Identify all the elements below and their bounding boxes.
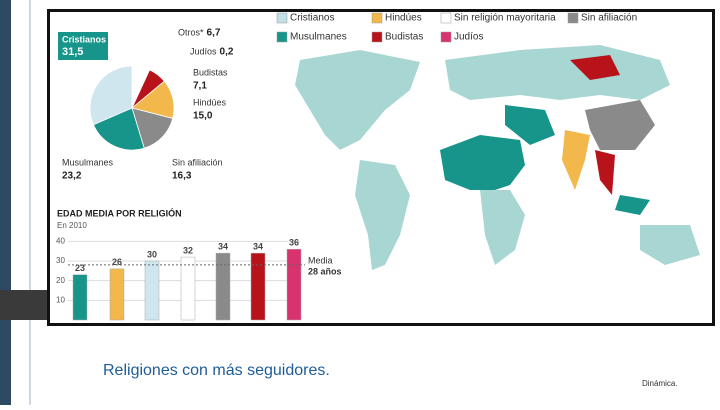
legend-swatch <box>276 31 288 43</box>
slice-value: 6,7 <box>207 28 221 39</box>
legend-label: Sin afiliación <box>581 13 637 24</box>
bar-value: 26 <box>112 257 122 267</box>
legend-label: Budistas <box>385 32 423 43</box>
pie-slice <box>89 65 133 126</box>
bar <box>180 256 196 321</box>
slice-label: Sin afiliación <box>172 157 223 167</box>
label-box <box>58 32 108 60</box>
bar-value: 36 <box>289 238 299 248</box>
bar <box>215 252 231 321</box>
legend-label: Hindúes <box>385 13 422 24</box>
deco-block <box>0 290 48 320</box>
slice-label: Judíos <box>190 46 217 56</box>
side-strip <box>0 0 11 405</box>
legend-swatch <box>276 12 288 24</box>
legend-swatch <box>440 12 452 24</box>
legend-label: Sin religión mayoritaria <box>454 13 556 24</box>
legend-label: Judíos <box>454 32 483 43</box>
y-tick-label: 10 <box>56 295 65 304</box>
bar <box>250 252 266 321</box>
slice-label: Budistas <box>193 67 228 77</box>
caption: Religiones con más seguidores. <box>103 362 330 379</box>
slice-value: 23,2 <box>62 171 82 182</box>
slice-label: Musulmanes <box>62 157 114 167</box>
pie-slice <box>92 107 145 151</box>
slice-value: 7,1 <box>193 81 207 92</box>
slice-value: 15,0 <box>193 111 213 122</box>
legend-label: Musulmanes <box>290 32 347 43</box>
mean-label: Media <box>308 255 333 265</box>
legend-label: Cristianos <box>290 13 334 24</box>
bar-value: 30 <box>147 249 157 259</box>
y-tick-label: 30 <box>56 256 65 265</box>
bar-value: 34 <box>218 242 228 252</box>
footer: Dinámica. <box>642 379 678 388</box>
bar <box>144 260 160 321</box>
bar-subtitle: En 2010 <box>57 221 87 230</box>
legend-swatch <box>440 31 452 43</box>
legend-swatch <box>371 31 383 43</box>
slice-label: Hindúes <box>193 97 227 107</box>
slice-value: 16,3 <box>172 171 192 182</box>
slice-label: Cristianos <box>62 34 106 44</box>
legend-swatch <box>371 12 383 24</box>
bar-value: 23 <box>75 263 85 273</box>
bar-value: 32 <box>183 245 193 255</box>
slice-value: 31,5 <box>62 46 83 58</box>
slice-value: 0,2 <box>220 47 234 58</box>
world-map <box>295 45 700 270</box>
y-tick-label: 20 <box>56 276 65 285</box>
slice-label: Otros* <box>178 27 204 37</box>
bar-title: EDAD MEDIA POR RELIGIÓN <box>57 207 182 218</box>
y-tick-label: 40 <box>56 236 65 245</box>
bar <box>72 274 88 321</box>
mean-label: 28 años <box>308 266 342 276</box>
bar <box>109 268 125 321</box>
bar-value: 34 <box>253 242 263 252</box>
legend-swatch <box>567 12 579 24</box>
bar <box>286 248 302 321</box>
